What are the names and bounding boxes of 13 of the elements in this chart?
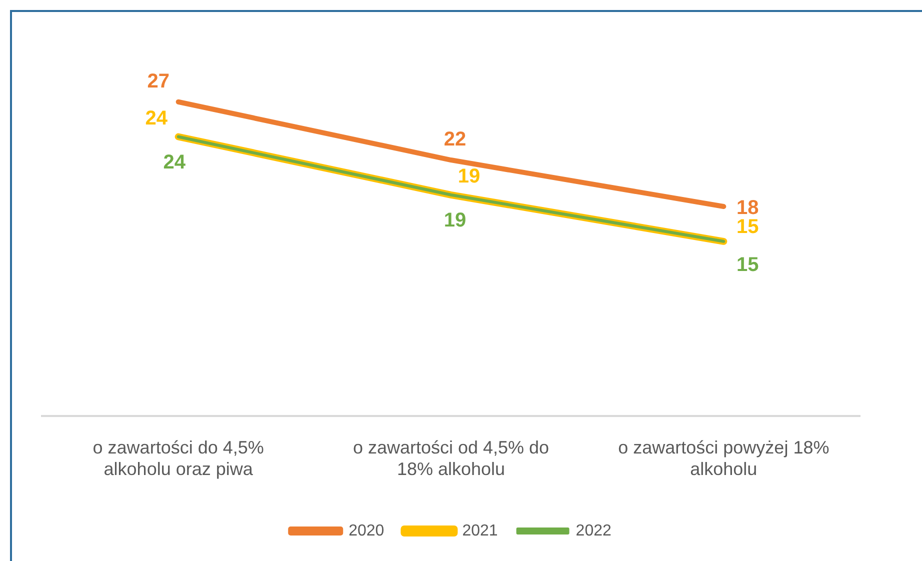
data-label: 22 (444, 128, 466, 151)
legend-label: 2020 (348, 522, 384, 540)
legend-label: 2022 (576, 522, 612, 540)
legend-label: 2021 (462, 522, 498, 540)
data-label: 15 (736, 254, 759, 276)
data-label: 24 (163, 151, 186, 174)
data-label: 27 (147, 70, 170, 92)
x-tick-label: o zawartości do 4,5% alkoholu oraz piwa (92, 438, 264, 480)
x-tick-label: o zawartości powyżej 18% alkoholu (618, 438, 830, 480)
data-label: 19 (444, 209, 466, 232)
data-label: 19 (458, 165, 480, 188)
data-label: 24 (145, 107, 168, 130)
x-tick-label: o zawartości od 4,5% do 18% alkoholu (352, 438, 550, 480)
